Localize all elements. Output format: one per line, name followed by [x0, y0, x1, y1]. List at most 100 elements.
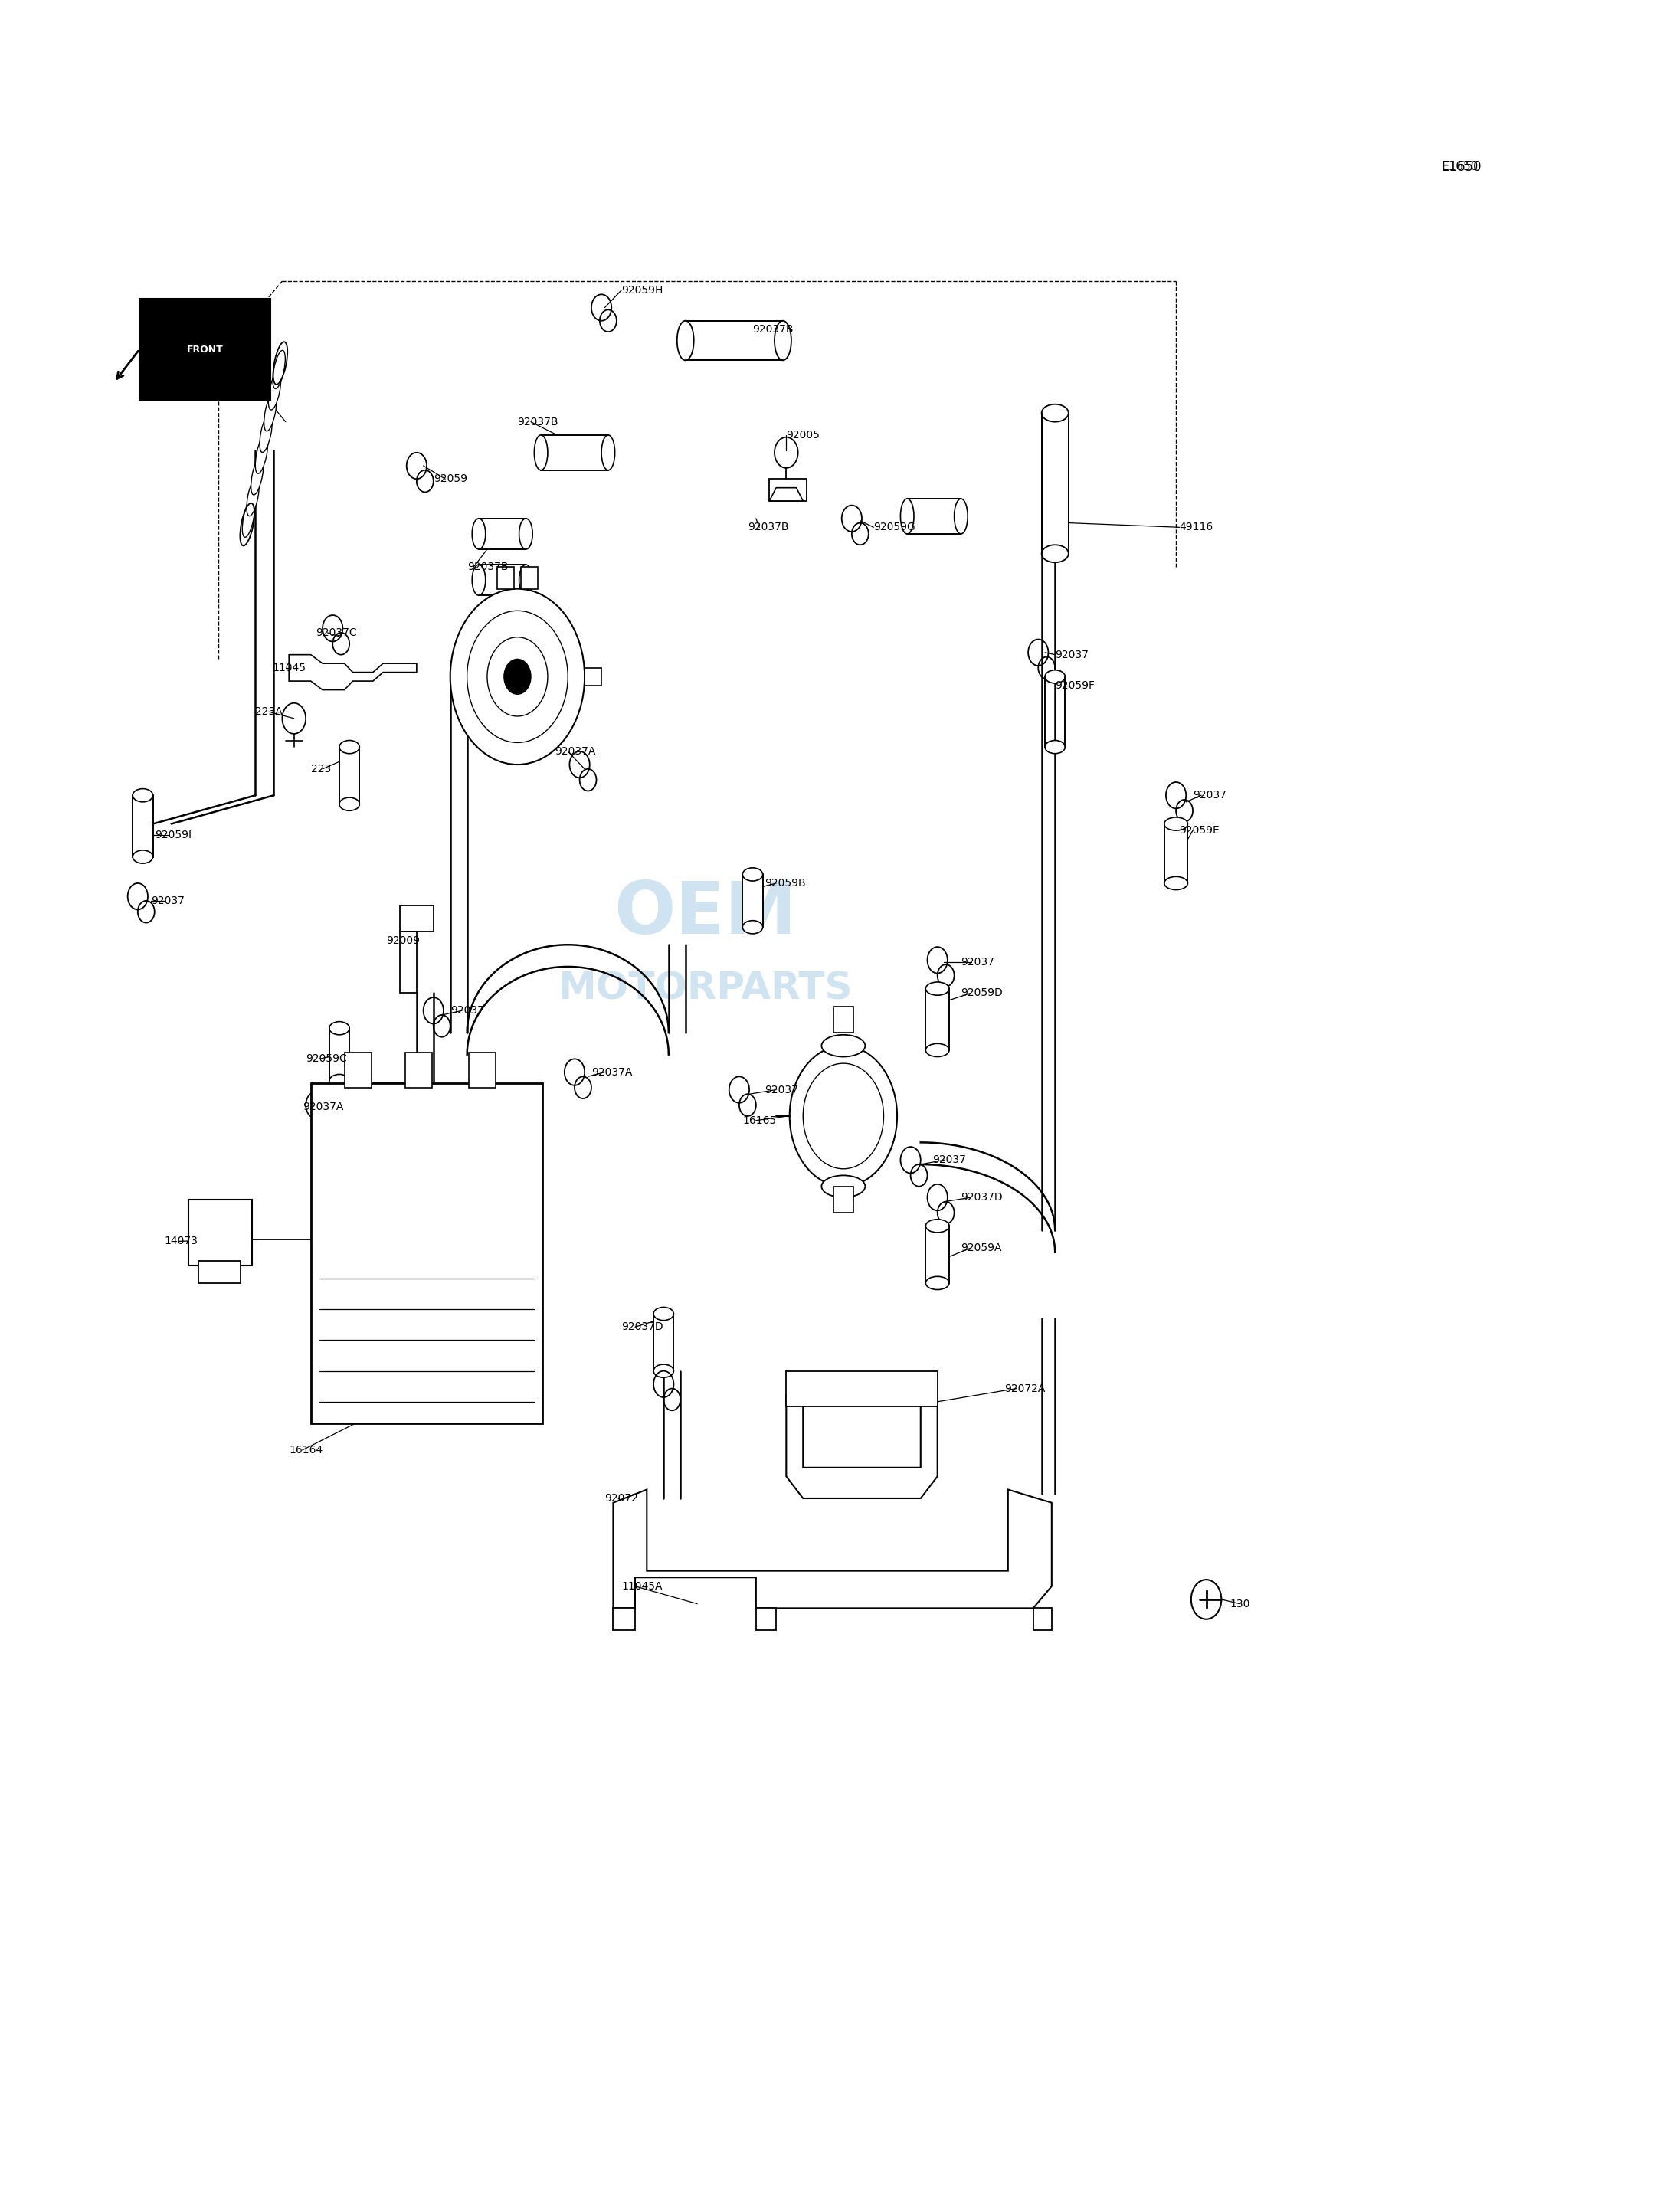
Bar: [329, 1028, 349, 1081]
Text: 92037B: 92037B: [467, 562, 507, 571]
Polygon shape: [769, 488, 803, 501]
Ellipse shape: [1045, 740, 1065, 754]
Bar: [479, 565, 526, 595]
Text: 130: 130: [1230, 1599, 1250, 1608]
Ellipse shape: [1045, 670, 1065, 683]
Ellipse shape: [250, 457, 264, 494]
Text: 92037D: 92037D: [961, 1193, 1003, 1202]
Text: 92037A: 92037A: [302, 1103, 343, 1112]
Text: 92037B: 92037B: [748, 523, 788, 532]
Text: 92059B: 92059B: [764, 879, 805, 888]
Ellipse shape: [1042, 545, 1068, 562]
Ellipse shape: [743, 868, 763, 881]
Text: 92037C: 92037C: [316, 628, 356, 637]
Ellipse shape: [1164, 877, 1188, 890]
Text: 92072A: 92072A: [1005, 1384, 1045, 1393]
Text: 92059E: 92059E: [1179, 826, 1220, 835]
Bar: [1042, 413, 1068, 554]
Ellipse shape: [339, 798, 360, 811]
Text: 92059H: 92059H: [622, 286, 664, 294]
Bar: [479, 518, 526, 549]
Text: 92072: 92072: [605, 1494, 638, 1503]
Polygon shape: [1033, 1608, 1052, 1630]
Ellipse shape: [269, 371, 281, 411]
Bar: [400, 932, 417, 993]
Text: 49116: 49116: [1179, 523, 1213, 532]
Bar: [339, 747, 360, 804]
Bar: [521, 567, 538, 589]
Text: 16164: 16164: [289, 1446, 323, 1454]
Bar: [685, 321, 783, 360]
Ellipse shape: [272, 349, 286, 389]
Bar: [585, 668, 601, 685]
Circle shape: [504, 659, 531, 694]
Text: 92059D: 92059D: [961, 989, 1003, 997]
Bar: [1045, 677, 1065, 747]
Ellipse shape: [1042, 404, 1068, 422]
Text: 49064: 49064: [232, 387, 265, 395]
Bar: [907, 499, 961, 534]
Bar: [541, 435, 608, 470]
Text: 14073: 14073: [165, 1237, 198, 1246]
Ellipse shape: [743, 921, 763, 934]
Bar: [405, 1052, 432, 1088]
Polygon shape: [786, 1395, 937, 1498]
Ellipse shape: [519, 518, 533, 549]
Ellipse shape: [329, 1074, 349, 1088]
Bar: [743, 874, 763, 927]
Text: 92059A: 92059A: [961, 1244, 1001, 1252]
Ellipse shape: [264, 393, 277, 431]
Ellipse shape: [677, 321, 694, 360]
Text: 92037D: 92037D: [622, 1323, 664, 1331]
Text: 92037: 92037: [1193, 791, 1226, 800]
Text: E1650: E1650: [1441, 160, 1482, 174]
Ellipse shape: [255, 435, 267, 475]
Bar: [344, 1052, 371, 1088]
Ellipse shape: [900, 499, 914, 534]
Circle shape: [1191, 1580, 1221, 1619]
Ellipse shape: [822, 1035, 865, 1057]
Ellipse shape: [339, 740, 360, 754]
Ellipse shape: [926, 1219, 949, 1233]
Bar: [198, 1261, 240, 1283]
Bar: [769, 479, 806, 501]
Bar: [654, 1314, 674, 1371]
Text: 92059: 92059: [433, 475, 467, 483]
Ellipse shape: [601, 435, 615, 470]
Text: 92037: 92037: [961, 958, 995, 967]
Text: 92005: 92005: [786, 431, 820, 439]
Text: 92009: 92009: [386, 936, 420, 945]
Polygon shape: [756, 1608, 776, 1630]
Polygon shape: [613, 1608, 635, 1630]
Ellipse shape: [926, 982, 949, 995]
Ellipse shape: [654, 1364, 674, 1378]
Bar: [497, 567, 514, 589]
Ellipse shape: [774, 321, 791, 360]
Text: 11045: 11045: [272, 663, 306, 672]
Bar: [926, 1226, 949, 1283]
Circle shape: [790, 1046, 897, 1186]
Bar: [311, 1083, 543, 1424]
Ellipse shape: [954, 499, 968, 534]
Ellipse shape: [534, 435, 548, 470]
Ellipse shape: [472, 518, 486, 549]
Ellipse shape: [926, 1044, 949, 1057]
Text: 92059I: 92059I: [155, 830, 192, 839]
Text: 223A: 223A: [255, 707, 282, 716]
Text: 92037: 92037: [151, 896, 185, 905]
Bar: [833, 1006, 853, 1033]
Bar: [833, 1186, 853, 1213]
Text: 92059G: 92059G: [874, 523, 916, 532]
Bar: [139, 299, 270, 400]
Bar: [188, 1200, 252, 1265]
Text: 92059F: 92059F: [1055, 681, 1095, 690]
Ellipse shape: [260, 413, 272, 453]
Ellipse shape: [926, 1276, 949, 1290]
Text: MOTORPARTS: MOTORPARTS: [558, 971, 853, 1006]
Text: 92037: 92037: [1055, 650, 1089, 659]
Text: 92037: 92037: [764, 1085, 798, 1094]
Ellipse shape: [822, 1175, 865, 1197]
Text: 92037B: 92037B: [517, 417, 558, 426]
Polygon shape: [613, 1490, 1052, 1608]
Text: 92037A: 92037A: [554, 747, 595, 756]
